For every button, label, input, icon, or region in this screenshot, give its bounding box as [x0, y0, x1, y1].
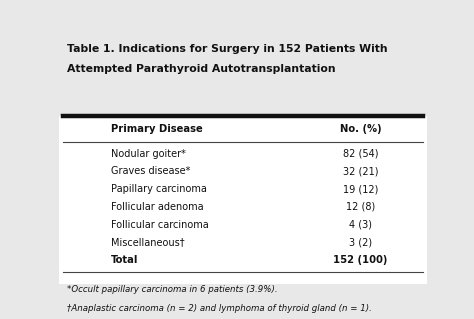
Text: 152 (100): 152 (100) [333, 255, 388, 265]
Text: 32 (21): 32 (21) [343, 167, 378, 176]
Text: Total: Total [110, 255, 138, 265]
Text: 4 (3): 4 (3) [349, 219, 372, 230]
Text: Miscellaneous†: Miscellaneous† [110, 237, 184, 247]
Text: Primary Disease: Primary Disease [110, 124, 202, 134]
Text: †Anaplastic carcinoma (n = 2) and lymphoma of thyroid gland (n = 1).: †Anaplastic carcinoma (n = 2) and lympho… [66, 304, 372, 313]
Text: Follicular adenoma: Follicular adenoma [110, 202, 203, 212]
Text: Graves disease*: Graves disease* [110, 167, 190, 176]
Text: No. (%): No. (%) [340, 124, 381, 134]
Text: *Occult papillary carcinoma in 6 patients (3.9%).: *Occult papillary carcinoma in 6 patient… [66, 285, 277, 294]
Text: Nodular goiter*: Nodular goiter* [110, 149, 185, 159]
Text: 19 (12): 19 (12) [343, 184, 378, 194]
Text: 12 (8): 12 (8) [346, 202, 375, 212]
Text: 82 (54): 82 (54) [343, 149, 378, 159]
Bar [59, 116, 427, 284]
Text: Papillary carcinoma: Papillary carcinoma [110, 184, 207, 194]
Text: 3 (2): 3 (2) [349, 237, 372, 247]
Text: Attempted Parathyroid Autotransplantation: Attempted Parathyroid Autotransplantatio… [66, 64, 335, 74]
Text: Table 1. Indications for Surgery in 152 Patients With: Table 1. Indications for Surgery in 152 … [66, 44, 387, 55]
Text: Follicular carcinoma: Follicular carcinoma [110, 219, 209, 230]
